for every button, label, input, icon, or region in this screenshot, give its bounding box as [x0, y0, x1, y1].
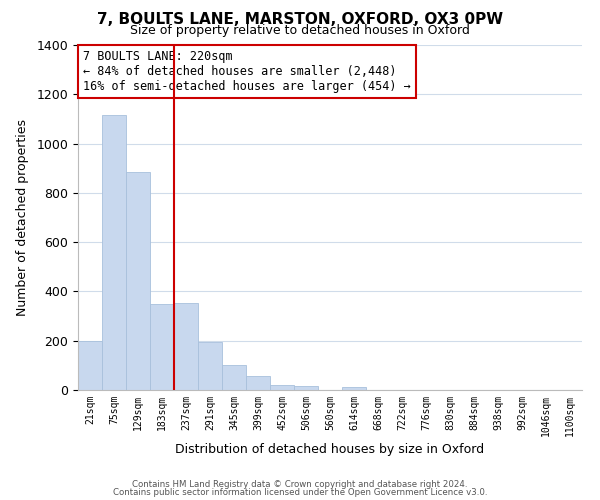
Bar: [150, 304, 174, 390]
Bar: [78, 340, 102, 390]
Bar: [246, 376, 270, 390]
X-axis label: Distribution of detached houses by size in Oxford: Distribution of detached houses by size …: [175, 443, 485, 456]
Text: 7, BOULTS LANE, MARSTON, OXFORD, OX3 0PW: 7, BOULTS LANE, MARSTON, OXFORD, OX3 0PW: [97, 12, 503, 28]
Bar: [270, 384, 294, 390]
Bar: [198, 342, 222, 390]
Bar: [222, 366, 246, 390]
Bar: [342, 387, 366, 390]
Text: Contains public sector information licensed under the Open Government Licence v3: Contains public sector information licen…: [113, 488, 487, 497]
Bar: [174, 302, 198, 390]
Text: 7 BOULTS LANE: 220sqm
← 84% of detached houses are smaller (2,448)
16% of semi-d: 7 BOULTS LANE: 220sqm ← 84% of detached …: [83, 50, 411, 93]
Text: Size of property relative to detached houses in Oxford: Size of property relative to detached ho…: [130, 24, 470, 37]
Y-axis label: Number of detached properties: Number of detached properties: [16, 119, 29, 316]
Bar: [126, 172, 150, 390]
Bar: [294, 386, 318, 390]
Text: Contains HM Land Registry data © Crown copyright and database right 2024.: Contains HM Land Registry data © Crown c…: [132, 480, 468, 489]
Bar: [102, 115, 126, 390]
